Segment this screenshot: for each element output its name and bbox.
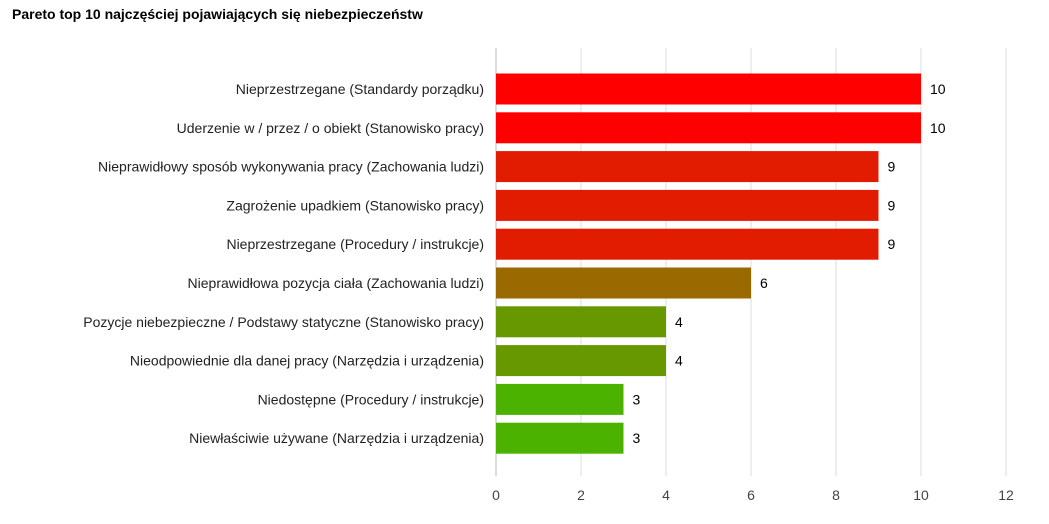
x-tick-label: 2: [577, 487, 585, 503]
bar: [496, 306, 666, 338]
bar: [496, 345, 666, 377]
data-label: 3: [633, 391, 641, 407]
x-tick-label: 8: [832, 487, 840, 503]
category-label: Pozycje niebezpieczne / Podstawy statycz…: [83, 314, 484, 330]
data-label: 4: [675, 353, 683, 369]
x-tick-label: 0: [492, 487, 500, 503]
bar: [496, 73, 921, 105]
x-tick-label: 10: [913, 487, 929, 503]
x-tick-label: 6: [747, 487, 755, 503]
bar: [496, 383, 624, 415]
category-label: Uderzenie w / przez / o obiekt (Stanowis…: [177, 120, 484, 136]
bar: [496, 267, 751, 299]
category-label: Niewłaściwie używane (Narzędzia i urządz…: [189, 430, 484, 446]
data-label: 9: [888, 197, 896, 213]
data-label: 10: [930, 120, 946, 136]
x-tick-label: 4: [662, 487, 670, 503]
category-label: Nieprzestrzegane (Procedury / instrukcje…: [226, 236, 484, 252]
data-label: 9: [888, 159, 896, 175]
chart-title: Pareto top 10 najczęściej pojawiających …: [12, 6, 423, 22]
category-label: Zagrożenie upadkiem (Stanowisko pracy): [226, 197, 484, 213]
data-label: 9: [888, 236, 896, 252]
bar: [496, 151, 879, 183]
data-label: 3: [633, 430, 641, 446]
category-label: Nieprzestrzegane (Standardy porządku): [236, 81, 484, 97]
bar: [496, 112, 921, 144]
bar: [496, 189, 879, 221]
data-label: 10: [930, 81, 946, 97]
bar: [496, 422, 624, 454]
x-tick-label: 12: [998, 487, 1014, 503]
category-label: Nieprawidłowy sposób wykonywania pracy (…: [98, 159, 484, 175]
data-label: 6: [760, 275, 768, 291]
category-label: Niedostępne (Procedury / instrukcje): [258, 391, 484, 407]
category-label: Nieprawidłowa pozycja ciała (Zachowania …: [188, 275, 484, 291]
bar: [496, 228, 879, 260]
data-label: 4: [675, 314, 683, 330]
category-label: Nieodpowiednie dla danej pracy (Narzędzi…: [130, 353, 484, 369]
